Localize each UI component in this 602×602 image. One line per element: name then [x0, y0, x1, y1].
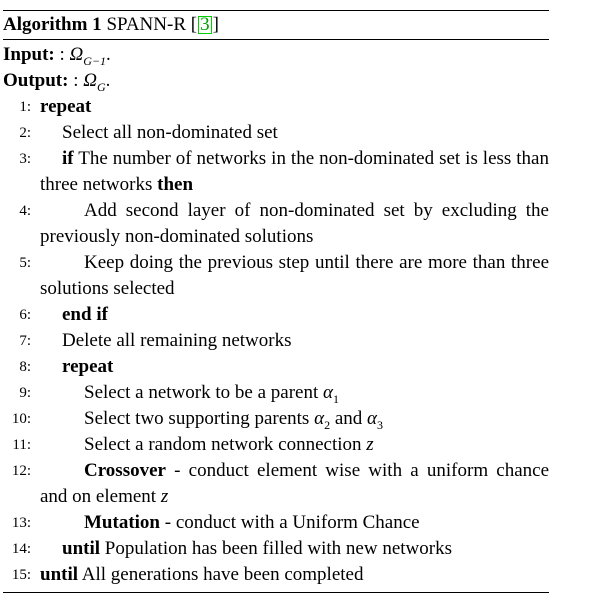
- keyword: repeat: [40, 96, 92, 117]
- keyword: until: [40, 564, 79, 585]
- line-text: - conduct with a Uniform Chance: [164, 512, 420, 533]
- citation[interactable]: [3]: [191, 14, 219, 35]
- algorithm-block: Algorithm 1 SPANN-R [3] Input: : ΩG−1. O…: [3, 10, 549, 588]
- line-number: 8:: [19, 359, 31, 375]
- algo-line-2: 2: Select all non-dominated set: [3, 120, 549, 146]
- line-text: Select all non-dominated set: [62, 122, 278, 143]
- line-number: 2:: [19, 125, 31, 141]
- output-value: : ΩG.: [73, 70, 111, 94]
- algo-line-13: 13: Mutation - conduct with a Uniform Ch…: [3, 510, 549, 536]
- line-text: - conduct element wise with a uniform ch…: [40, 460, 550, 507]
- output-line: Output: : ΩG.: [3, 68, 549, 94]
- algo-line-14: 14: until Population has been filled wit…: [3, 536, 549, 562]
- algo-line-10: 10: Select two supporting parents α2 and…: [3, 406, 549, 432]
- keyword: until: [62, 538, 101, 559]
- algo-line-4: 4: Add second layer of non-dominated set…: [3, 198, 549, 250]
- line-number: 6:: [19, 307, 31, 323]
- line-text: Select a network to be a parent α1: [84, 382, 339, 406]
- algorithm-title: SPANN-R: [106, 14, 186, 35]
- algo-line-3: 3: if The number of networks in the non-…: [3, 146, 549, 198]
- line-text: All generations have been completed: [81, 564, 364, 585]
- line-number: 15:: [11, 567, 31, 583]
- line-text: The number of networks in the non-domina…: [40, 148, 549, 195]
- algo-line-12: 12: Crossover - conduct element wise wit…: [3, 458, 549, 510]
- input-label: Input:: [3, 44, 55, 65]
- algo-line-8: 8: repeat: [3, 354, 549, 380]
- keyword: Crossover: [84, 460, 166, 481]
- algorithm-caption: Algorithm 1 SPANN-R [3]: [3, 11, 549, 39]
- algo-line-11: 11: Select a random network connection z: [3, 432, 549, 458]
- line-text: Delete all remaining networks: [62, 330, 292, 351]
- algo-line-9: 9: Select a network to be a parent α1: [3, 380, 549, 406]
- line-number: 9:: [19, 385, 31, 401]
- algo-line-6: 6: end if: [3, 302, 549, 328]
- keyword: if: [62, 148, 74, 169]
- line-text: Select a random network connection z: [84, 434, 374, 455]
- input-line: Input: : ΩG−1.: [3, 42, 549, 68]
- cite-open: [: [190, 14, 198, 35]
- output-label: Output:: [3, 70, 69, 91]
- line-number: 5:: [19, 255, 31, 271]
- line-number: 10:: [11, 411, 31, 427]
- input-value: : ΩG−1.: [59, 44, 111, 68]
- cite-close: ]: [212, 14, 219, 35]
- top-rule: [3, 10, 549, 11]
- algo-line-15: 15: until All generations have been comp…: [3, 562, 549, 588]
- line-text: Add second layer of non-dominated set by…: [40, 200, 549, 247]
- line-number: 13:: [11, 515, 31, 531]
- algo-line-7: 7: Delete all remaining networks: [3, 328, 549, 354]
- keyword-then: then: [157, 174, 194, 195]
- keyword: end if: [62, 304, 108, 325]
- keyword: Mutation: [84, 512, 160, 533]
- line-text: Select two supporting parents α2 and α3: [84, 408, 383, 432]
- citation-link[interactable]: 3: [198, 14, 212, 35]
- algo-line-5: 5: Keep doing the previous step until th…: [3, 250, 549, 302]
- line-text: Population has been filled with new netw…: [104, 538, 452, 559]
- algorithm-label: Algorithm 1: [3, 14, 102, 35]
- line-number: 7:: [19, 333, 31, 349]
- line-number: 3:: [19, 151, 31, 167]
- line-number: 12:: [11, 463, 31, 479]
- line-number: 1:: [19, 99, 31, 115]
- line-text: Keep doing the previous step until there…: [40, 252, 549, 299]
- caption-rule: [3, 39, 549, 40]
- line-number: 14:: [11, 541, 31, 557]
- bottom-rule: [3, 592, 549, 593]
- keyword: repeat: [62, 356, 114, 377]
- line-number: 11:: [12, 437, 31, 453]
- algo-line-1: 1: repeat: [3, 94, 549, 120]
- line-number: 4:: [19, 203, 31, 219]
